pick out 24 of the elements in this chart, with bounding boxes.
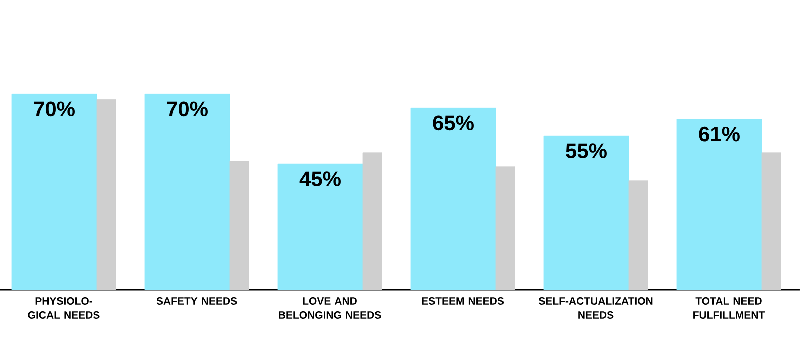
x-tick-label: SAFETY NEEDS (156, 298, 238, 305)
bar (278, 164, 364, 290)
bar (676, 119, 762, 290)
x-tick-label: ESTEEM NEEDS (422, 298, 504, 305)
bar (362, 152, 382, 290)
bar (144, 94, 230, 290)
data-label: 70% (167, 102, 208, 117)
bar (496, 166, 516, 290)
bar (628, 180, 648, 290)
bar (96, 100, 116, 290)
x-tick-label: SELF-ACTUALIZATION NEEDS (538, 298, 653, 319)
data-label: 45% (300, 172, 341, 186)
data-label: 70% (34, 102, 75, 117)
x-tick-label: TOTAL NEED FULFILLMENT (694, 298, 766, 319)
data-label: 55% (566, 144, 607, 158)
bar (544, 136, 630, 290)
data-label: 61% (699, 126, 740, 142)
bar (762, 152, 782, 290)
x-tick-label: PHYSIOLO-GICAL NEEDS (28, 298, 100, 319)
x-tick-label: LOVE AND BELONGING NEEDS (279, 298, 382, 319)
data-label: 65% (433, 116, 474, 131)
bar (230, 161, 250, 290)
bar (410, 108, 496, 290)
bar (12, 94, 98, 290)
